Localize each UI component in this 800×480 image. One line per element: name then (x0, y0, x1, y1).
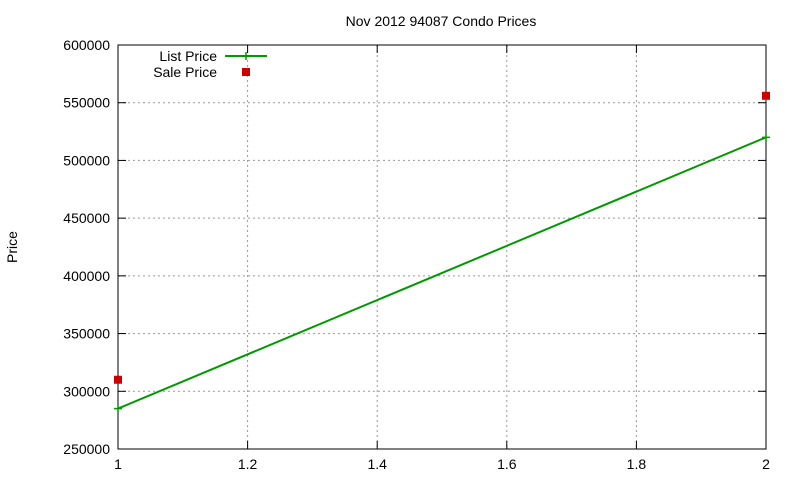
y-tick-label: 400000 (63, 268, 110, 284)
plot-frame (117, 44, 767, 450)
y-tick-label: 350000 (63, 326, 110, 342)
x-tick-label: 1.8 (627, 456, 647, 472)
x-tick-label: 2 (762, 456, 770, 472)
sale-price-point (762, 91, 770, 100)
x-tick-label: 1.6 (497, 456, 517, 472)
grid-lines (118, 45, 766, 449)
y-axis-label: Price (4, 231, 20, 263)
list-price-point (114, 404, 122, 413)
list-price-point (762, 133, 770, 142)
x-tick-label: 1 (114, 456, 122, 472)
y-tick-label: 550000 (63, 95, 110, 111)
sale-price-point (114, 375, 122, 384)
data-marks (114, 91, 770, 413)
legend-label: Sale Price (153, 64, 217, 80)
legend-label: List Price (159, 48, 217, 64)
y-tick-label: 450000 (63, 210, 110, 226)
y-tick-label: 600000 (63, 37, 110, 53)
axis-ticks: 250000 300000 350000 400000 450000 500000 5500… (63, 37, 770, 472)
y-tick-label: 500000 (63, 152, 110, 168)
x-tick-label: 1.2 (238, 456, 258, 472)
list-price-line (117, 136, 767, 410)
legend-square-swatch (242, 68, 250, 76)
x-tick-label: 1.4 (367, 456, 387, 472)
y-tick-label: 250000 (63, 441, 110, 457)
y-tick-label: 300000 (63, 383, 110, 399)
chart-title: Nov 2012 94087 Condo Prices (346, 13, 537, 29)
legend-plus-swatch (242, 52, 250, 60)
